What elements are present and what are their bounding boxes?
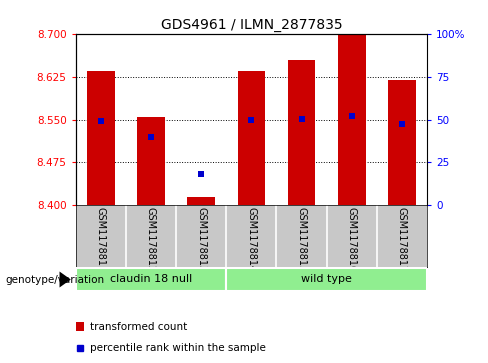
Text: GSM1178815: GSM1178815: [297, 207, 306, 272]
Title: GDS4961 / ILMN_2877835: GDS4961 / ILMN_2877835: [161, 18, 342, 32]
Text: wild type: wild type: [301, 274, 352, 284]
Text: GSM1178814: GSM1178814: [246, 207, 256, 272]
Text: claudin 18 null: claudin 18 null: [110, 274, 192, 284]
Bar: [388, 80, 416, 205]
Bar: [87, 72, 115, 205]
Bar: [76, 268, 226, 291]
Text: percentile rank within the sample: percentile rank within the sample: [90, 343, 266, 354]
Text: GSM1178811: GSM1178811: [96, 207, 106, 272]
Text: GSM1178817: GSM1178817: [397, 207, 407, 272]
Bar: [338, 34, 366, 205]
Bar: [137, 117, 165, 205]
Text: genotype/variation: genotype/variation: [5, 274, 104, 285]
Text: GSM1178816: GSM1178816: [346, 207, 357, 272]
Bar: [226, 268, 427, 291]
Bar: [238, 72, 265, 205]
Text: GSM1178812: GSM1178812: [146, 207, 156, 272]
Polygon shape: [60, 272, 71, 287]
Bar: [187, 197, 215, 205]
Text: transformed count: transformed count: [90, 322, 187, 332]
Text: GSM1178813: GSM1178813: [196, 207, 206, 272]
Bar: [288, 60, 315, 205]
